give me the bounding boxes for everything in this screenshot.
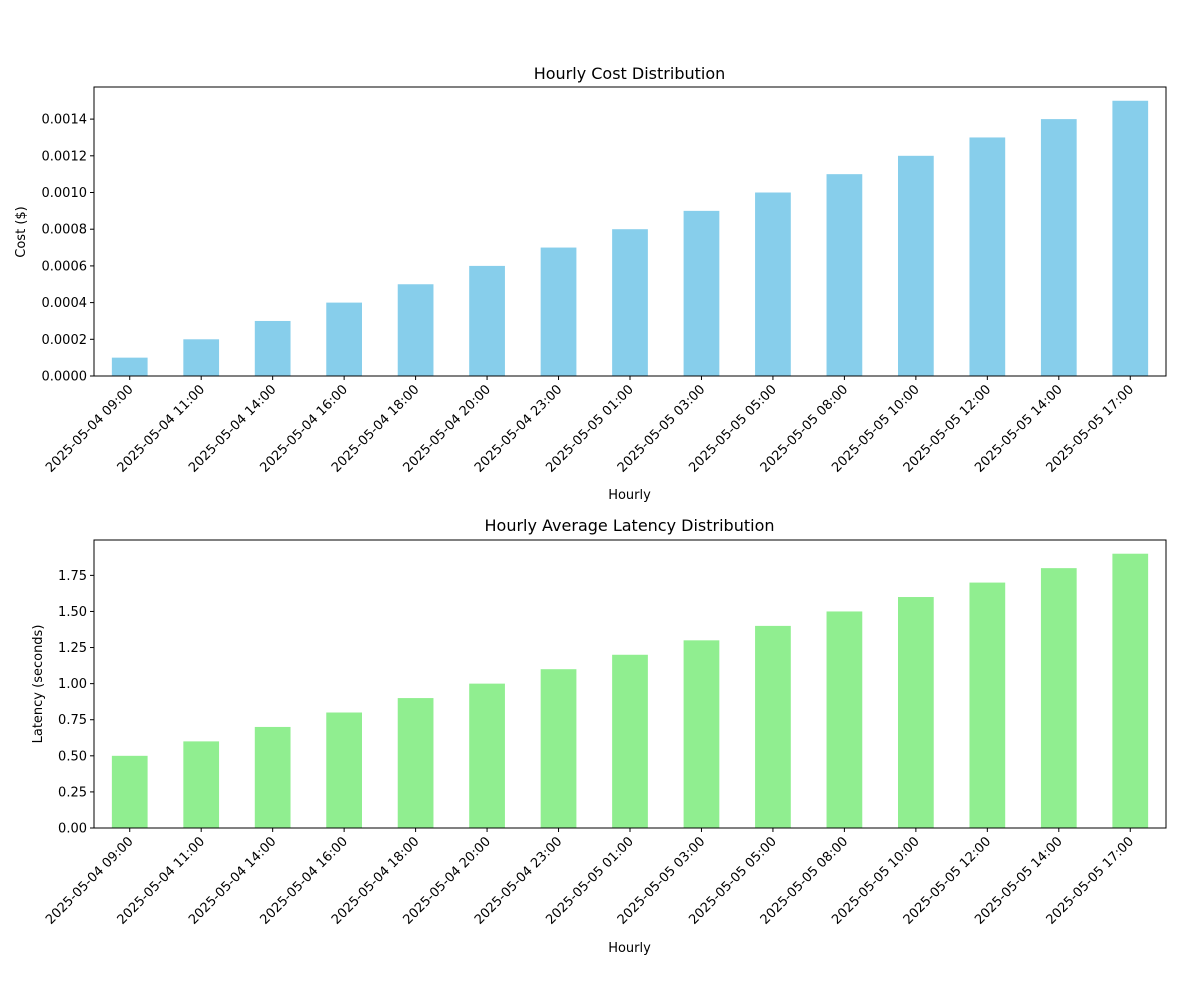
cost-y-tick-label: 0.0000 [42, 370, 88, 385]
cost-y-tick-label: 0.0010 [42, 186, 88, 201]
latency-bar [469, 683, 505, 828]
latency-bar [1040, 568, 1077, 828]
latency-bar [111, 755, 148, 828]
latency-bar [397, 698, 434, 828]
latency-y-tick-label: 0.00 [58, 822, 87, 837]
latency-y-axis-label: Latency (seconds) [31, 625, 46, 744]
cost-bar [969, 137, 1006, 376]
latency-bar [898, 597, 934, 828]
latency-bar [254, 726, 291, 828]
cost-bar [397, 284, 434, 376]
cost-y-tick-label: 0.0004 [42, 296, 88, 311]
cost-y-tick-label: 0.0002 [42, 333, 88, 348]
cost-bar [540, 247, 577, 376]
cost-y-ticks: 0.0000 0.0002 0.0004 0.0006 0.0008 0.0010 0.00… [42, 113, 94, 385]
cost-bar [326, 302, 362, 376]
latency-chart-panel: Hourly Average Latency Distribution 0.00… [31, 516, 1167, 956]
cost-y-tick-label: 0.0008 [42, 223, 88, 238]
latency-x-axis-label: Hourly [608, 941, 651, 956]
latency-bar [326, 712, 362, 828]
cost-plot-frame [93, 86, 1167, 377]
latency-bar [826, 611, 863, 828]
cost-y-axis-label: Cost ($) [14, 206, 29, 257]
cost-bar [755, 192, 791, 376]
cost-bar [1112, 100, 1149, 376]
cost-bar [1040, 119, 1077, 376]
cost-bar [826, 174, 863, 376]
cost-x-axis-label: Hourly [608, 488, 651, 503]
latency-bar [540, 669, 577, 828]
latency-y-tick-label: 1.00 [58, 677, 87, 692]
latency-bar [612, 654, 648, 828]
cost-bar [683, 210, 720, 376]
latency-y-tick-label: 0.50 [58, 749, 87, 764]
cost-bar [469, 265, 505, 376]
cost-bar [183, 339, 220, 376]
latency-bar [969, 582, 1006, 828]
cost-y-tick-label: 0.0014 [42, 113, 88, 128]
latency-bars [111, 553, 1149, 828]
cost-bar [111, 357, 148, 376]
cost-bar [612, 229, 648, 376]
cost-chart-title: Hourly Cost Distribution [534, 64, 726, 83]
latency-chart-title: Hourly Average Latency Distribution [485, 516, 775, 535]
cost-bars [111, 100, 1149, 376]
latency-bar [1112, 553, 1149, 828]
latency-y-tick-label: 0.25 [58, 785, 87, 800]
latency-y-ticks: 0.00 0.25 0.50 0.75 1.00 1.25 1.50 1.75 [58, 569, 94, 837]
latency-bar [755, 625, 791, 828]
latency-bar [683, 640, 720, 828]
latency-y-tick-label: 1.25 [58, 641, 87, 656]
latency-y-tick-label: 1.50 [58, 605, 87, 620]
latency-plot-frame [93, 539, 1167, 829]
latency-y-tick-label: 0.75 [58, 713, 87, 728]
latency-bar [183, 741, 220, 828]
cost-bar [254, 320, 291, 376]
latency-y-tick-label: 1.75 [58, 569, 87, 584]
cost-bar [898, 155, 934, 376]
cost-y-tick-label: 0.0006 [42, 259, 88, 274]
cost-y-tick-label: 0.0012 [42, 149, 88, 164]
